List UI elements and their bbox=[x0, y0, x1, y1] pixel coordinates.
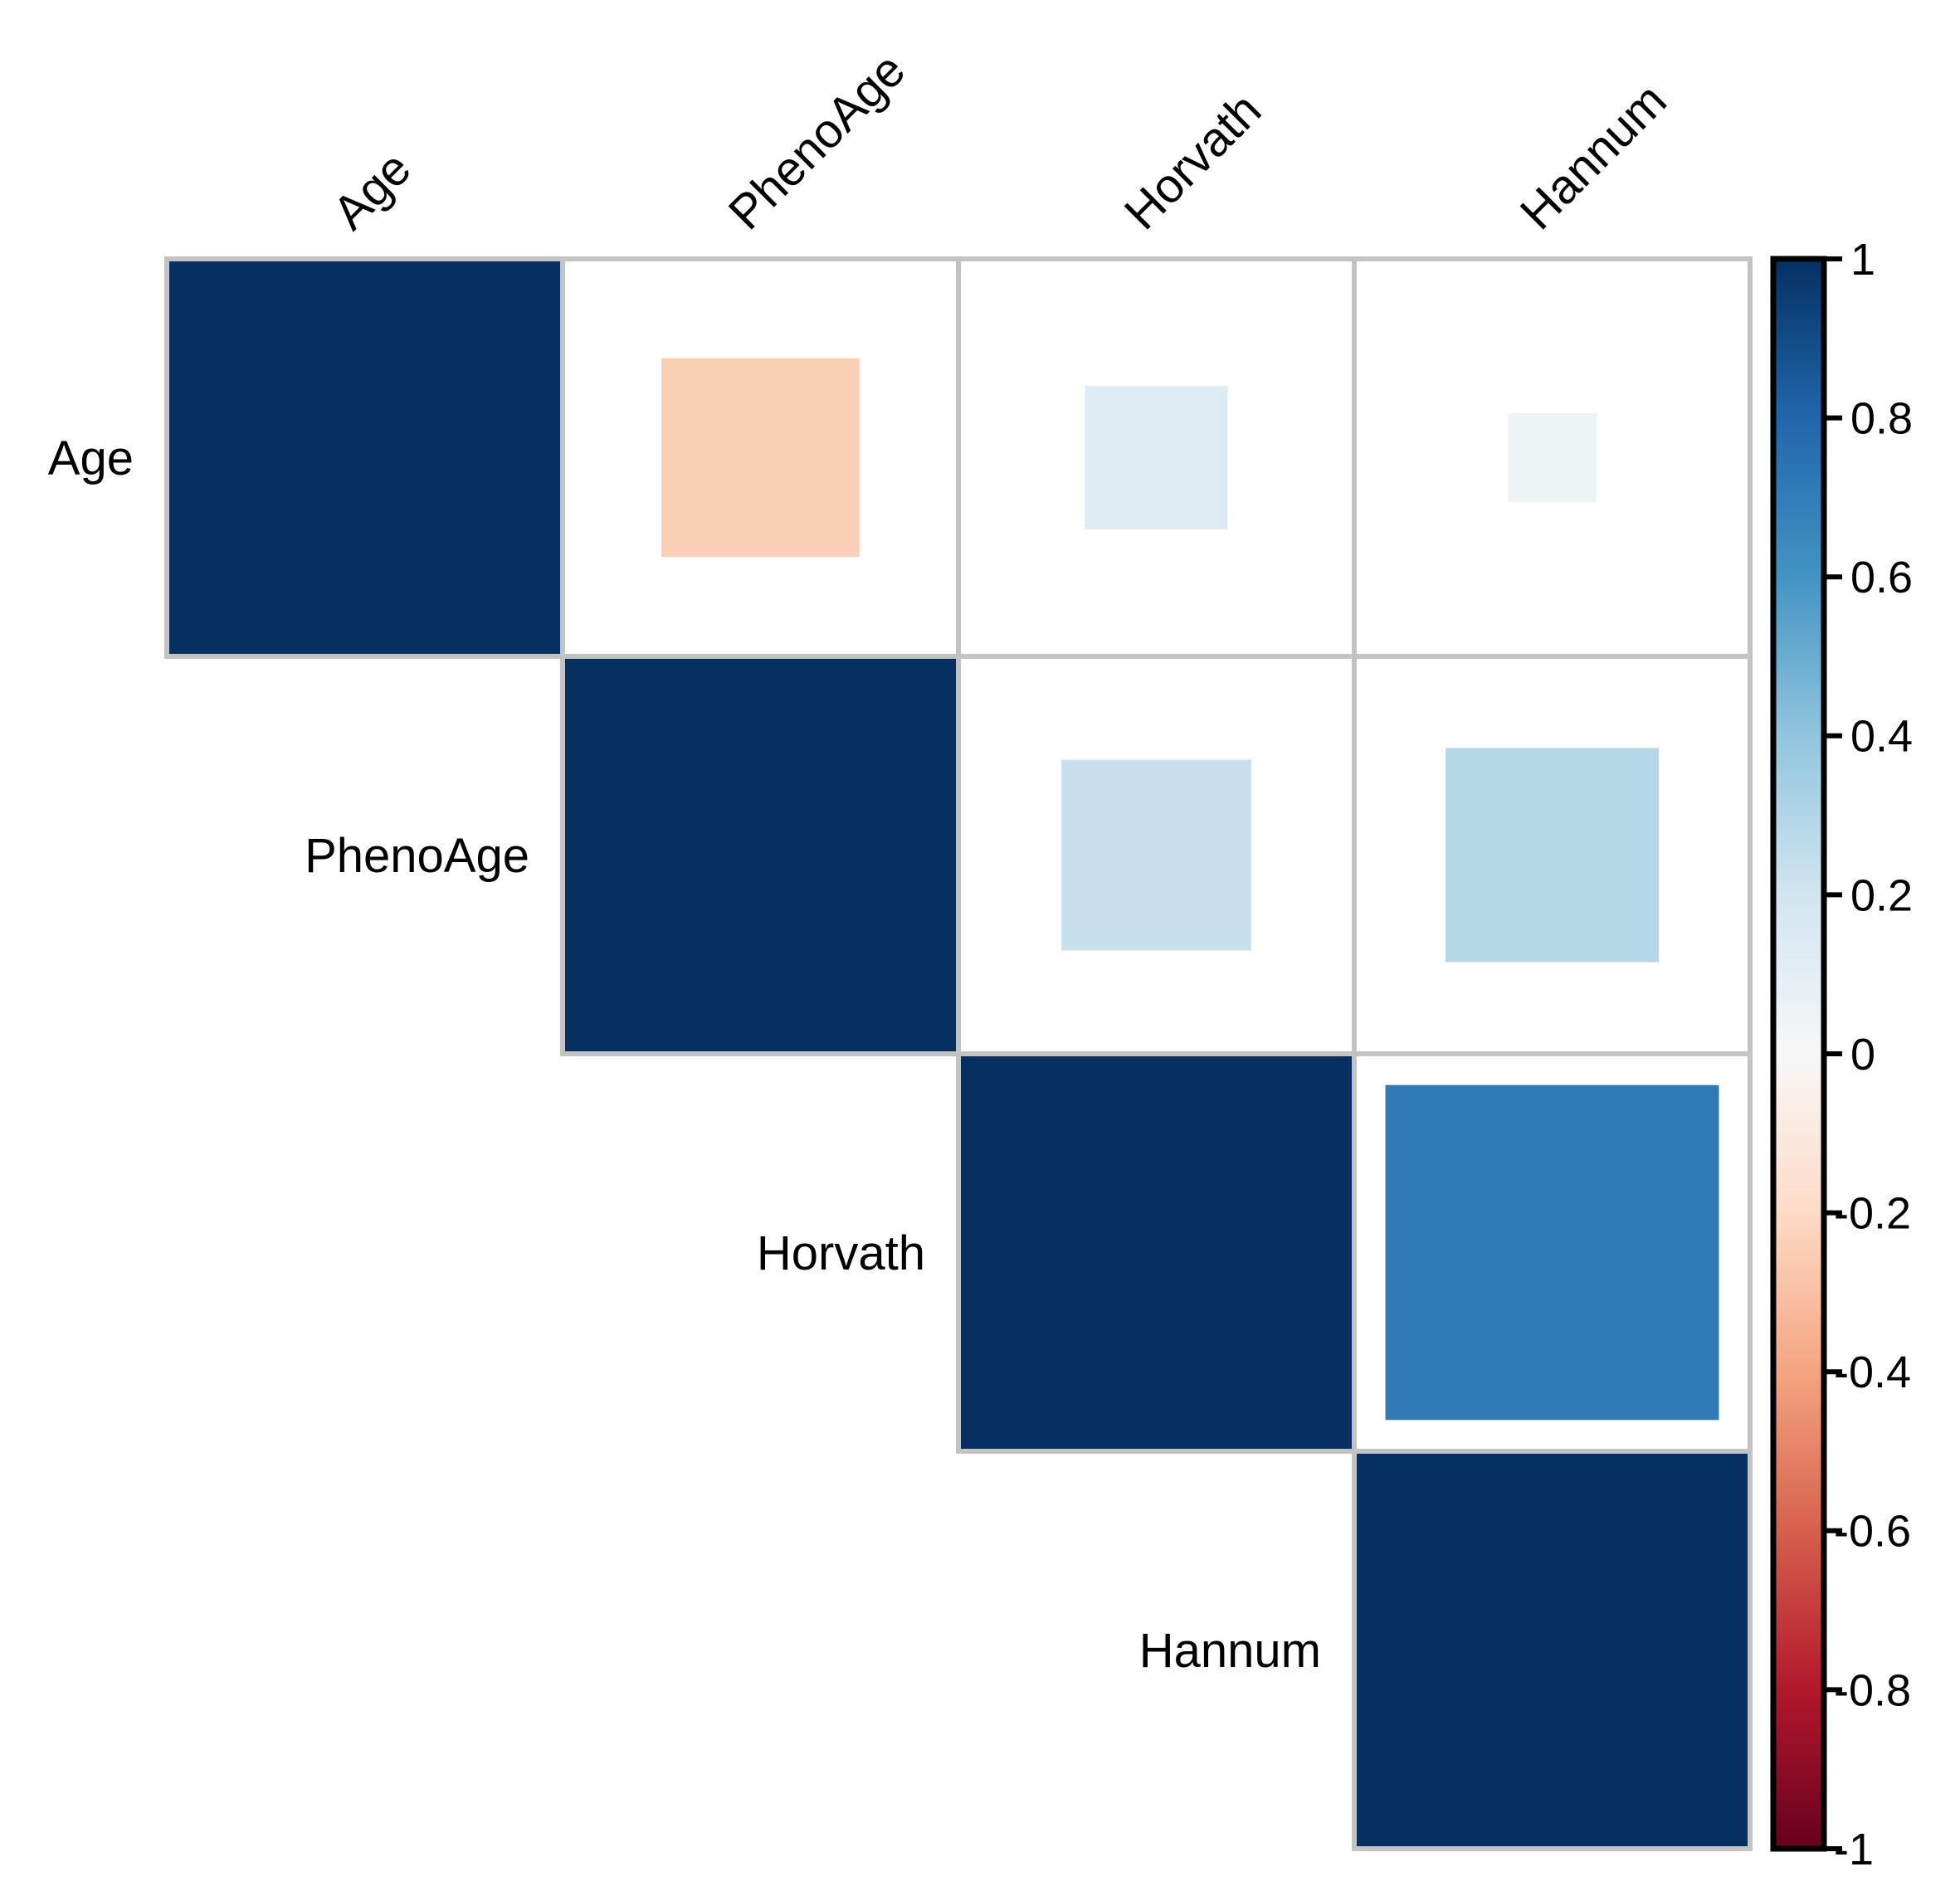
row-label-phenoage: PhenoAge bbox=[305, 829, 529, 883]
colorbar-tick-label: 0.8 bbox=[1850, 394, 1913, 444]
colorbar-tick-label: 0 bbox=[1850, 1030, 1875, 1080]
row-label-age: Age bbox=[48, 431, 134, 485]
col-label-age: Age bbox=[323, 141, 422, 240]
value-square-PhenoAge-Hannum bbox=[1446, 748, 1659, 963]
value-square-Age-PhenoAge bbox=[661, 358, 860, 558]
value-square-PhenoAge-Horvath bbox=[1061, 759, 1251, 951]
value-square-Age-Horvath bbox=[1085, 386, 1228, 529]
value-square-Hannum-Hannum bbox=[1354, 1451, 1750, 1849]
colorbar-tick-label: -0.6 bbox=[1834, 1507, 1911, 1557]
col-label-hannum: Hannum bbox=[1510, 73, 1677, 240]
value-square-PhenoAge-PhenoAge bbox=[563, 656, 958, 1054]
column-labels: Age PhenoAge Horvath Hannum bbox=[323, 43, 1677, 241]
colorbar-tick-label: 0.6 bbox=[1850, 553, 1913, 602]
colorbar-tick-label: -0.2 bbox=[1834, 1189, 1911, 1239]
colorbar-tick-label: -0.8 bbox=[1834, 1665, 1911, 1715]
value-square-Horvath-Horvath bbox=[958, 1054, 1354, 1451]
colorbar: 1 0.8 0.6 0.4 0.2 0 -0.2 -0.4 -0.6 -0.8 -1 bbox=[1770, 235, 1913, 1874]
value-square-Age-Hannum bbox=[1508, 412, 1597, 503]
colorbar-tick-label: 0.4 bbox=[1850, 712, 1913, 762]
matrix-cell-Hannum-Hannum bbox=[1352, 1449, 1753, 1851]
col-label-phenoage: PhenoAge bbox=[719, 43, 916, 241]
row-labels: Age PhenoAge Horvath Hannum bbox=[48, 431, 1321, 1678]
matrix-value-squares bbox=[167, 259, 1750, 1849]
colorbar-gradient bbox=[1773, 259, 1824, 1849]
colorbar-tick-label: 0.2 bbox=[1850, 870, 1913, 920]
col-label-horvath: Horvath bbox=[1114, 83, 1272, 241]
matrix-gridlines bbox=[164, 256, 1753, 1851]
colorbar-tick-label: -1 bbox=[1834, 1825, 1874, 1874]
value-square-Horvath-Hannum bbox=[1385, 1084, 1719, 1421]
row-label-horvath: Horvath bbox=[757, 1226, 925, 1280]
value-square-Age-Age bbox=[167, 259, 563, 656]
row-label-hannum: Hannum bbox=[1139, 1624, 1321, 1678]
colorbar-tick-label: 1 bbox=[1850, 235, 1875, 285]
colorbar-tick-label: -0.4 bbox=[1834, 1348, 1911, 1397]
